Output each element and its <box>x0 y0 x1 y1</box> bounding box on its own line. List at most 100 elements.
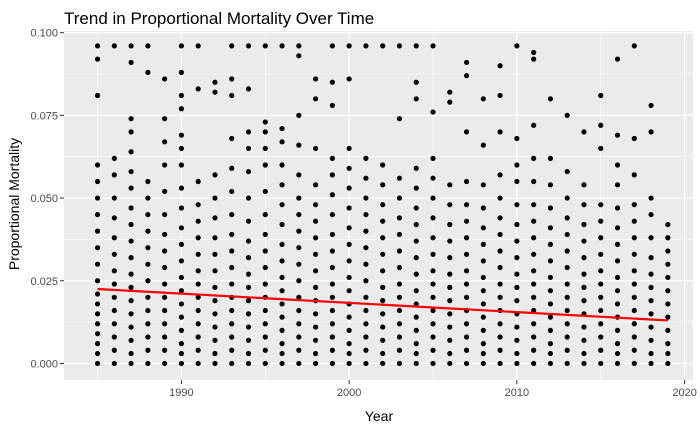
data-point <box>229 188 235 195</box>
data-point <box>598 122 604 128</box>
data-point <box>547 288 554 294</box>
data-point <box>363 321 369 327</box>
data-point <box>413 79 419 85</box>
data-point <box>648 311 654 317</box>
data-point <box>279 43 285 49</box>
data-point <box>413 221 419 228</box>
data-point <box>463 251 470 257</box>
data-point <box>631 218 637 224</box>
data-point <box>598 281 604 287</box>
data-point <box>514 337 520 343</box>
data-point <box>329 155 335 161</box>
data-point <box>279 258 285 264</box>
data-point <box>547 225 554 231</box>
data-point <box>195 251 201 257</box>
data-point <box>564 281 570 287</box>
data-point <box>413 238 419 244</box>
data-point <box>245 43 252 49</box>
data-point <box>296 360 302 367</box>
data-point <box>363 334 369 340</box>
data-point <box>564 215 570 221</box>
data-point <box>229 211 235 218</box>
data-point <box>531 155 537 161</box>
data-point <box>329 192 335 198</box>
data-point <box>614 182 621 188</box>
data-point <box>162 139 168 145</box>
data-point <box>531 49 537 56</box>
data-point <box>212 284 218 290</box>
data-point <box>329 264 335 271</box>
data-point <box>212 195 218 201</box>
data-point <box>564 112 570 118</box>
data-point <box>178 225 185 231</box>
data-point <box>111 294 117 300</box>
data-point <box>296 112 302 118</box>
data-point <box>463 294 470 300</box>
data-point <box>145 69 151 75</box>
data-point <box>346 145 352 152</box>
data-point <box>497 360 503 367</box>
data-point <box>245 324 252 330</box>
data-point <box>514 360 520 367</box>
data-point <box>162 116 168 122</box>
data-point <box>447 99 453 105</box>
data-point <box>430 294 436 300</box>
data-point <box>94 350 101 357</box>
data-point <box>564 360 570 367</box>
data-point <box>380 324 386 330</box>
data-point <box>195 307 201 314</box>
data-point <box>111 251 117 257</box>
data-point <box>480 360 486 367</box>
x-axis-label: Year <box>365 408 394 424</box>
data-point <box>413 341 419 347</box>
data-point <box>531 122 537 128</box>
data-point <box>296 142 302 148</box>
data-point <box>346 327 352 333</box>
data-point <box>648 298 654 304</box>
data-point <box>279 182 285 188</box>
data-point <box>128 221 134 228</box>
data-point <box>598 218 604 224</box>
data-point <box>598 235 604 241</box>
data-point <box>497 129 503 135</box>
data-point <box>262 281 268 287</box>
data-point <box>497 347 503 353</box>
data-point <box>128 185 134 191</box>
data-point <box>631 307 637 314</box>
data-point <box>262 321 268 327</box>
data-point <box>162 307 168 314</box>
data-point <box>665 248 671 254</box>
data-point <box>94 278 101 284</box>
data-point <box>531 56 537 62</box>
data-point <box>128 43 134 49</box>
data-point <box>463 202 470 208</box>
data-point <box>648 195 654 201</box>
data-point <box>581 360 587 367</box>
data-point <box>396 43 403 49</box>
data-point <box>598 307 604 314</box>
data-point <box>229 92 235 99</box>
data-point <box>313 337 319 343</box>
data-point <box>497 195 503 201</box>
data-point <box>631 334 637 340</box>
data-point <box>396 321 403 327</box>
data-point <box>447 221 453 228</box>
data-point <box>94 245 101 251</box>
data-point <box>195 178 201 185</box>
data-point <box>162 281 168 287</box>
data-point <box>229 321 235 327</box>
data-point <box>313 96 319 102</box>
data-point <box>162 360 168 367</box>
data-point <box>380 162 386 168</box>
data-point <box>296 195 302 201</box>
data-point <box>212 337 218 343</box>
data-point <box>128 311 134 317</box>
data-point <box>162 347 168 353</box>
data-point <box>614 132 621 138</box>
data-point <box>547 350 554 357</box>
trend-line-group <box>97 287 668 322</box>
data-point <box>614 350 621 357</box>
data-point <box>195 202 201 208</box>
data-point <box>111 215 117 221</box>
data-point <box>413 43 419 49</box>
